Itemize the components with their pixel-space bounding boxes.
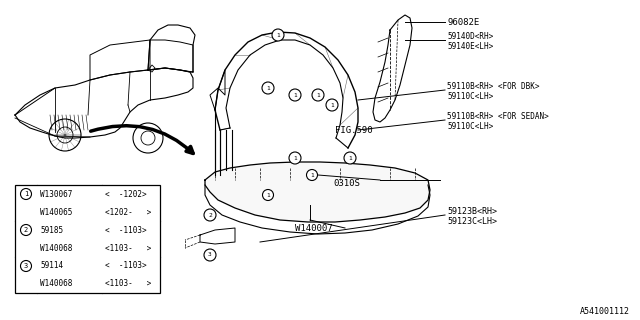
Circle shape <box>289 152 301 164</box>
Text: 2: 2 <box>208 212 212 218</box>
Text: 0310S: 0310S <box>333 179 360 188</box>
Bar <box>15 185 160 293</box>
Circle shape <box>262 82 274 94</box>
Text: 59140D<RH>: 59140D<RH> <box>447 31 493 41</box>
Circle shape <box>291 155 298 162</box>
Text: 59123C<LH>: 59123C<LH> <box>447 217 497 226</box>
Text: 59110B<RH> <FOR SEDAN>: 59110B<RH> <FOR SEDAN> <box>447 111 548 121</box>
Text: <  -1202>: < -1202> <box>105 189 147 198</box>
Circle shape <box>328 101 335 108</box>
Text: 59114: 59114 <box>40 261 63 270</box>
Text: 1: 1 <box>316 92 320 98</box>
Circle shape <box>264 84 271 92</box>
Circle shape <box>20 188 31 199</box>
Text: <1202-   >: <1202- > <box>105 207 151 217</box>
Text: <1103-   >: <1103- > <box>105 244 151 252</box>
Text: <  -1103>: < -1103> <box>105 261 147 270</box>
Circle shape <box>291 92 298 99</box>
Circle shape <box>262 189 273 201</box>
Polygon shape <box>205 162 430 222</box>
Text: 1: 1 <box>266 193 270 197</box>
Text: 1: 1 <box>276 33 280 37</box>
Text: FIG.590: FIG.590 <box>335 125 372 134</box>
Circle shape <box>204 209 216 221</box>
Text: 1: 1 <box>310 172 314 178</box>
Circle shape <box>204 249 216 261</box>
Text: 96082E: 96082E <box>447 18 479 27</box>
Circle shape <box>346 155 353 162</box>
Circle shape <box>312 89 324 101</box>
Circle shape <box>326 99 338 111</box>
Text: 59185: 59185 <box>40 226 63 235</box>
Text: 59110B<RH> <FOR DBK>: 59110B<RH> <FOR DBK> <box>447 82 540 91</box>
Circle shape <box>207 252 214 259</box>
Text: W140068: W140068 <box>40 279 72 289</box>
Text: 59123B<RH>: 59123B<RH> <box>447 206 497 215</box>
Text: <1103-   >: <1103- > <box>105 279 151 289</box>
Circle shape <box>314 92 321 99</box>
Circle shape <box>289 89 301 101</box>
Circle shape <box>20 260 31 271</box>
Text: <  -1103>: < -1103> <box>105 226 147 235</box>
Text: 2: 2 <box>24 227 28 233</box>
Text: 1: 1 <box>348 156 352 161</box>
Text: 1: 1 <box>24 191 28 197</box>
Text: 1: 1 <box>266 85 270 91</box>
Circle shape <box>275 31 282 38</box>
Circle shape <box>344 152 356 164</box>
Text: 3: 3 <box>208 252 212 258</box>
Text: 59110C<LH>: 59110C<LH> <box>447 92 493 100</box>
Text: W140065: W140065 <box>40 207 72 217</box>
Circle shape <box>307 170 317 180</box>
Text: 1: 1 <box>293 92 297 98</box>
Text: 59110C<LH>: 59110C<LH> <box>447 122 493 131</box>
Text: W130067: W130067 <box>40 189 72 198</box>
Text: 1: 1 <box>330 102 334 108</box>
Circle shape <box>265 192 271 198</box>
Text: W140007: W140007 <box>295 223 333 233</box>
Text: 59140E<LH>: 59140E<LH> <box>447 42 493 51</box>
Text: A541001112: A541001112 <box>580 308 630 316</box>
Circle shape <box>20 225 31 236</box>
Text: 3: 3 <box>24 263 28 269</box>
Text: W140068: W140068 <box>40 244 72 252</box>
Text: 1: 1 <box>293 156 297 161</box>
Circle shape <box>207 212 214 219</box>
Circle shape <box>272 29 284 41</box>
